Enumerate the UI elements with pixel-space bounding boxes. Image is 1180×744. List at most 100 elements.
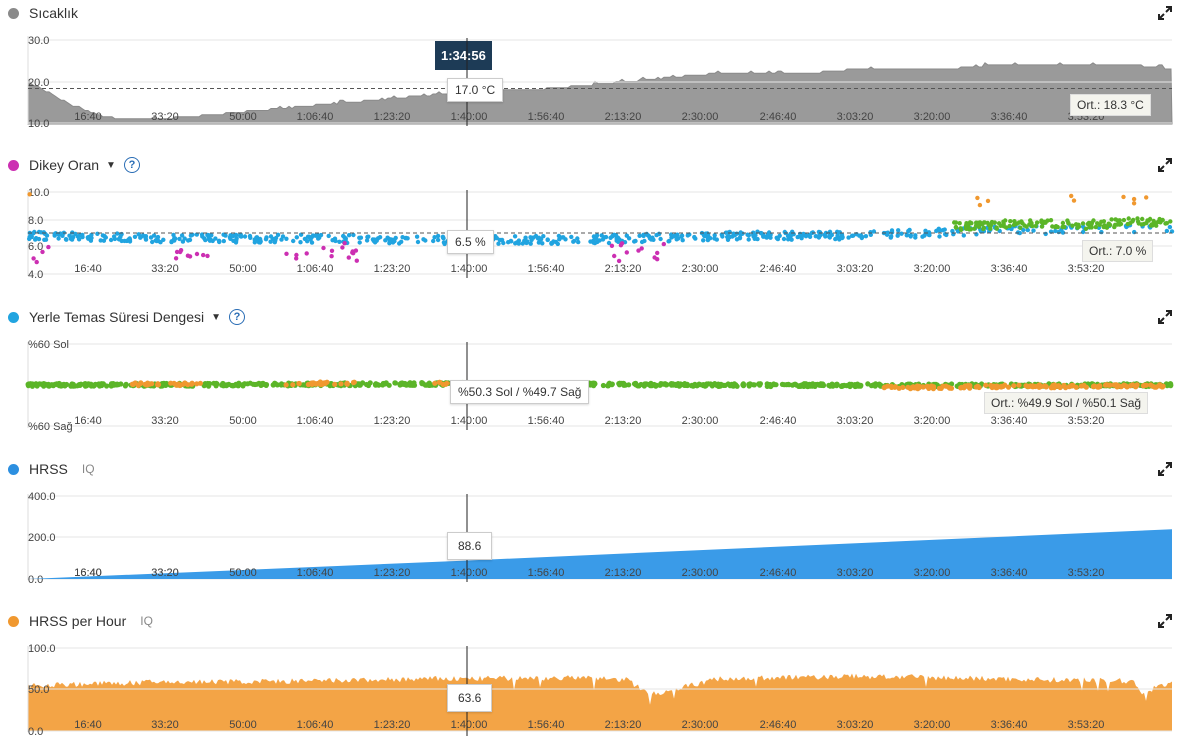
data-point (290, 382, 296, 388)
expand-icon[interactable] (1158, 6, 1172, 20)
data-point (284, 251, 289, 256)
data-point (399, 239, 404, 244)
data-point (338, 381, 344, 387)
data-point (961, 385, 967, 391)
data-point (674, 237, 679, 242)
series-points (31, 241, 666, 265)
data-point (1018, 225, 1023, 230)
data-point (1043, 231, 1048, 237)
data-point (1060, 224, 1065, 230)
data-point (1083, 226, 1089, 231)
hrss-per-hour-chart: 100.0 50.0 0.0 16:40 33:20 50:00 1:06:40 1:23:2… (27, 643, 1172, 738)
data-point (1089, 225, 1094, 230)
data-point (702, 383, 708, 389)
data-point (89, 235, 94, 241)
data-point (1080, 221, 1086, 226)
data-point (775, 236, 780, 241)
data-point (1115, 222, 1120, 227)
data-point (329, 254, 334, 259)
data-point (34, 259, 39, 265)
data-point (129, 381, 135, 387)
data-point (213, 380, 219, 386)
data-point (545, 237, 550, 242)
vertical-ratio-chart: 10.0 8.0 6.0 4.0 16:40 33:20 50:00 1:06:40 1:23:… (27, 187, 1175, 281)
data-point (67, 233, 72, 238)
data-point (972, 226, 977, 231)
data-point (626, 236, 632, 241)
expand-icon[interactable] (1158, 158, 1172, 172)
data-point (341, 233, 346, 239)
data-point (174, 249, 180, 255)
data-point (789, 237, 794, 242)
panel-title[interactable]: Yerle Temas Süresi Dengesi (29, 309, 205, 325)
expand-icon[interactable] (1158, 462, 1172, 476)
temperature-area (27, 62, 1173, 125)
data-point (1066, 384, 1072, 390)
data-point (366, 234, 371, 239)
data-point (915, 386, 921, 392)
data-point (423, 382, 429, 388)
data-point (410, 382, 416, 388)
data-point (512, 234, 518, 239)
data-point (496, 241, 501, 246)
data-point (332, 381, 338, 387)
cursor-value-box: 17.0 °C (447, 78, 504, 102)
data-point (155, 234, 161, 240)
x-tick-label: 3:20:00 (914, 719, 951, 731)
x-tick-label: 2:46:40 (760, 415, 797, 427)
panel-title[interactable]: Dikey Oran (29, 157, 100, 173)
data-point (642, 238, 647, 244)
data-point (402, 381, 408, 388)
data-point (1057, 384, 1063, 391)
dropdown-caret-icon[interactable]: ▼ (106, 159, 116, 171)
data-point (1032, 383, 1038, 390)
dropdown-caret-icon[interactable]: ▼ (211, 311, 222, 323)
data-point (926, 232, 931, 237)
data-point (1121, 217, 1127, 223)
data-point (298, 232, 304, 237)
data-point (624, 250, 629, 255)
data-point (745, 232, 750, 237)
data-point (817, 230, 823, 235)
data-point (969, 221, 974, 226)
data-point (647, 383, 654, 389)
data-point (692, 234, 697, 240)
data-point (182, 380, 188, 387)
data-point (1131, 201, 1137, 206)
hrss-chart: 400.0 200.0 0.0 16:40 33:20 50:00 1:06:40 1:23:… (27, 491, 1172, 586)
data-point (197, 380, 203, 386)
data-point (983, 382, 989, 388)
data-point (298, 240, 303, 245)
data-point (1071, 198, 1077, 203)
data-point (316, 236, 321, 241)
data-point (115, 231, 120, 236)
panel-header: HRSS IQ (8, 458, 95, 480)
data-point (636, 248, 641, 253)
data-point (850, 233, 856, 238)
data-point (354, 258, 359, 263)
data-point (813, 234, 818, 239)
average-label: Ort.: 18.3 °C (1070, 94, 1151, 116)
data-point (296, 380, 302, 387)
y-tick-label: 100.0 (28, 643, 56, 655)
data-point (357, 240, 362, 245)
x-tick-label: 3:53:20 (1068, 415, 1105, 427)
x-tick-label: 1:40:00 (451, 263, 488, 275)
data-point (694, 383, 700, 389)
expand-icon[interactable] (1158, 614, 1172, 628)
help-icon[interactable]: ? (123, 157, 140, 173)
data-point (718, 382, 724, 388)
expand-icon[interactable] (1158, 310, 1172, 324)
data-point (609, 381, 615, 387)
data-point (1102, 382, 1109, 388)
x-tick-label: 3:36:40 (991, 567, 1028, 579)
data-point (725, 234, 730, 240)
y-tick-label: 200.0 (28, 532, 56, 544)
data-point (807, 383, 813, 389)
help-icon[interactable]: ? (229, 309, 246, 325)
data-point (136, 232, 141, 237)
x-tick-label: 33:20 (151, 111, 179, 123)
series-color-dot (8, 615, 19, 627)
data-point (1149, 222, 1154, 227)
data-point (1121, 194, 1126, 200)
